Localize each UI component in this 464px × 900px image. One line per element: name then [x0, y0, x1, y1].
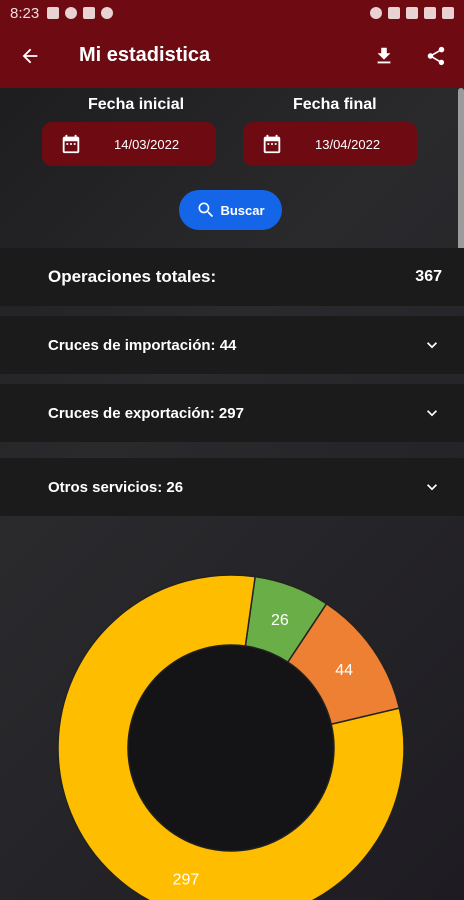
- donut-data-label-3: 297: [173, 871, 200, 888]
- start-date-label: Fecha inicial: [88, 96, 185, 113]
- battery-icon: [442, 7, 454, 19]
- calendar-icon: [62, 134, 80, 154]
- total-operations-label: Operaciones totales:: [48, 267, 217, 286]
- donut-chart: 26 44 297: [57, 574, 405, 900]
- alarm-icon: [370, 7, 382, 19]
- list-item-other[interactable]: Otros servicios: 26: [0, 458, 464, 516]
- start-date-field[interactable]: 14/03/2022: [42, 122, 216, 166]
- donut-data-label-2: 44: [335, 662, 353, 679]
- import-label: Cruces de importación: 44: [48, 336, 237, 354]
- total-operations-card: Operaciones totales: 367: [0, 248, 464, 306]
- signal-icon: [424, 7, 436, 19]
- wifi-icon: [406, 7, 418, 19]
- list-item-export[interactable]: Cruces de exportación: 297: [0, 384, 464, 442]
- search-icon: [198, 202, 214, 218]
- image-icon: [47, 7, 60, 19]
- messenger-icon: [65, 7, 78, 19]
- share-icon: [427, 46, 445, 66]
- status-time: 8:23: [10, 4, 40, 22]
- end-date-field[interactable]: 13/04/2022: [243, 122, 417, 166]
- total-operations-value: 367: [415, 268, 442, 285]
- donut-hole: [128, 645, 334, 851]
- search-button-label: Buscar: [220, 202, 265, 218]
- search-button[interactable]: Buscar: [179, 190, 282, 230]
- chevron-down-icon: [427, 484, 437, 491]
- export-label: Cruces de exportación: 297: [48, 404, 244, 422]
- start-date-value: 14/03/2022: [114, 136, 180, 152]
- data-icon: [388, 7, 400, 19]
- donut-data-label-1: 26: [271, 612, 289, 629]
- download-icon: [377, 47, 391, 64]
- calendar-icon: [263, 134, 281, 154]
- chevron-down-icon: [427, 342, 437, 349]
- status-icons-left: [47, 7, 114, 19]
- arrow-back-icon: [22, 48, 38, 64]
- share-button[interactable]: [420, 40, 452, 72]
- donut-slice-3: [57, 574, 405, 900]
- back-button[interactable]: [14, 40, 46, 72]
- cloud-icon: [101, 7, 114, 19]
- end-date-label: Fecha final: [293, 96, 377, 113]
- app-bar: Mi estadistica: [0, 26, 464, 88]
- chevron-down-icon: [427, 410, 437, 417]
- app-grid-icon: [83, 7, 96, 19]
- list-item-import[interactable]: Cruces de importación: 44: [0, 316, 464, 374]
- end-date-value: 13/04/2022: [315, 136, 381, 152]
- download-button[interactable]: [368, 40, 400, 72]
- page-title: Mi estadistica: [79, 44, 211, 66]
- status-icons-right: [370, 7, 454, 19]
- scrollbar[interactable]: [458, 88, 464, 293]
- other-services-label: Otros servicios: 26: [48, 478, 184, 496]
- status-bar: 8:23: [0, 0, 464, 26]
